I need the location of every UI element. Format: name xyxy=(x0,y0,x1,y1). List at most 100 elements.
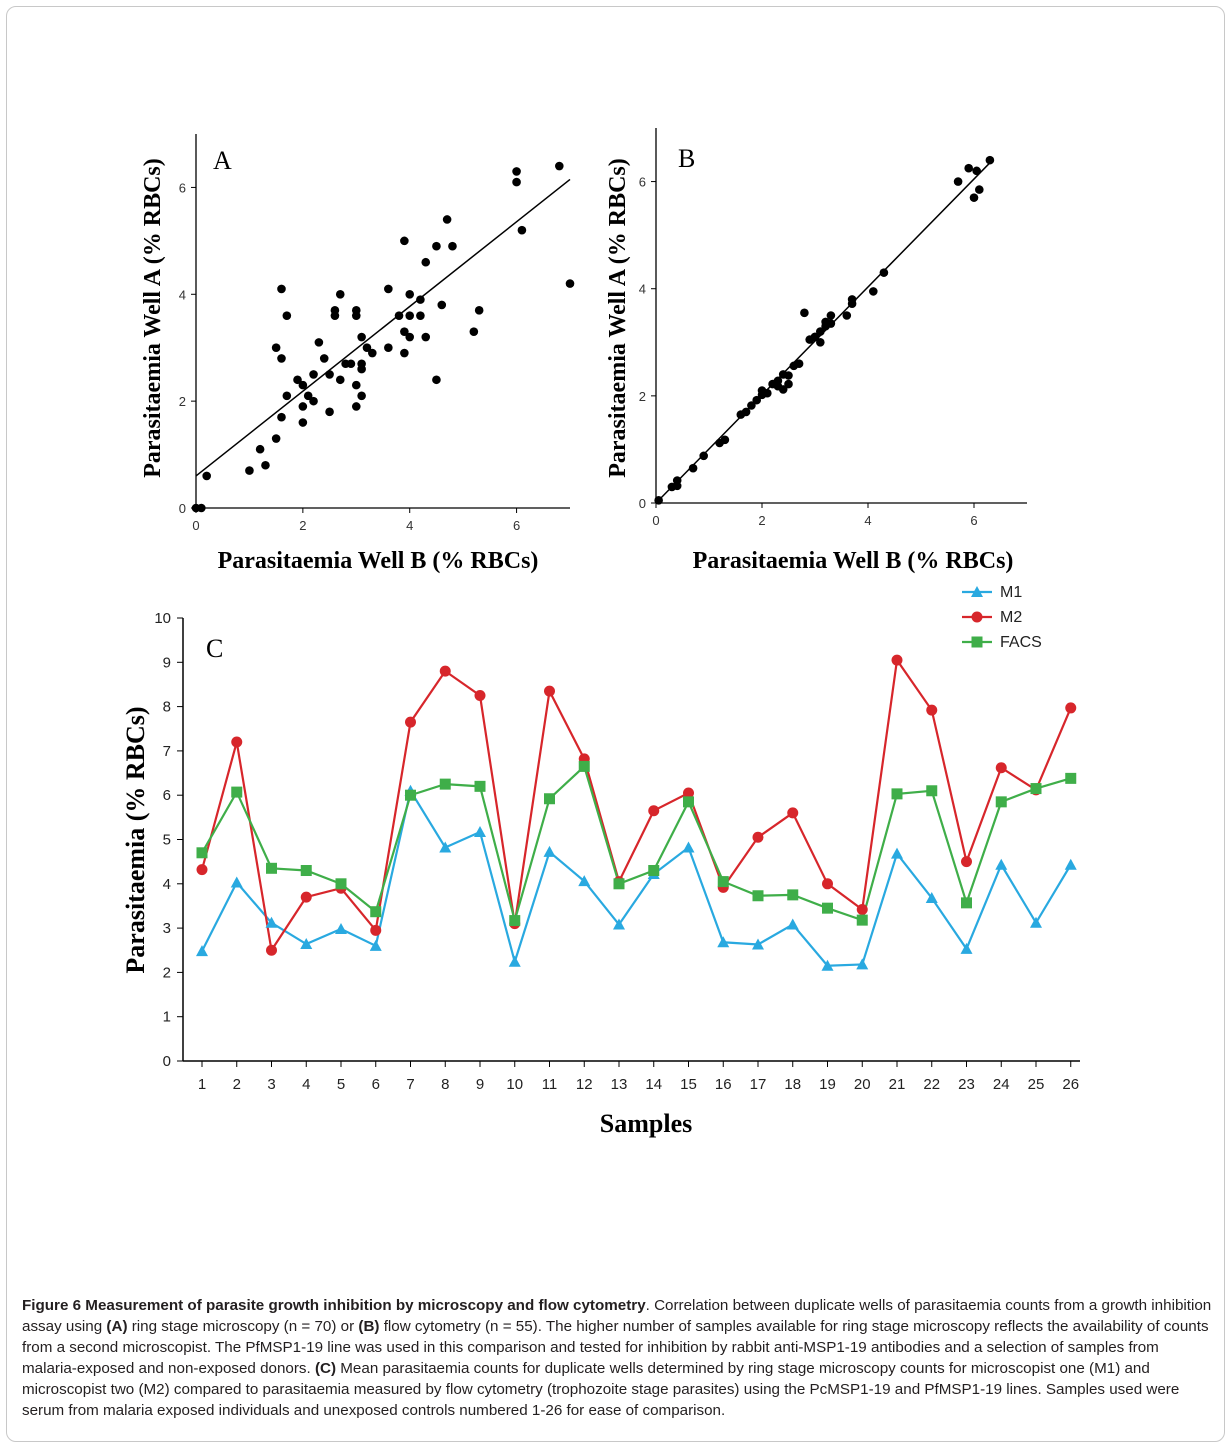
y-tick-label: 0 xyxy=(639,496,646,511)
x-tick-label: 10 xyxy=(506,1076,523,1093)
data-point xyxy=(720,435,730,445)
data-point xyxy=(512,167,521,176)
data-point xyxy=(448,241,457,251)
data-point xyxy=(405,332,415,342)
data-point-m1 xyxy=(856,958,869,970)
data-point xyxy=(752,395,761,405)
data-point xyxy=(351,380,361,390)
data-point xyxy=(298,402,308,411)
data-point xyxy=(985,155,995,165)
data-point xyxy=(763,388,772,398)
data-point-m1 xyxy=(891,847,903,859)
series-line-m2 xyxy=(200,657,1072,954)
data-point-facs xyxy=(196,847,208,859)
data-point-m1 xyxy=(960,942,973,954)
x-tick-label: 21 xyxy=(889,1076,906,1093)
line-chart-c: C Samples Parasitaemia (% RBCs) 01234567… xyxy=(121,584,1080,1138)
data-point xyxy=(816,337,825,347)
panel-label-a: A xyxy=(213,146,232,175)
data-point-m1 xyxy=(578,875,591,887)
data-point xyxy=(975,185,984,194)
data-point-m1 xyxy=(925,891,938,903)
data-point-m2 xyxy=(856,903,868,915)
y-axis-label-b: Parasitaemia Well A (% RBCs) xyxy=(605,158,631,478)
data-point xyxy=(416,311,425,320)
data-point-facs xyxy=(509,915,521,927)
data-point xyxy=(351,311,361,320)
data-point xyxy=(357,332,366,342)
data-point xyxy=(421,332,431,342)
data-point xyxy=(672,481,682,491)
data-point xyxy=(969,193,979,202)
y-tick-label: 2 xyxy=(163,964,171,981)
data-point xyxy=(964,163,973,173)
legend-label-facs: FACS xyxy=(1000,634,1042,651)
data-point-m2 xyxy=(544,685,555,697)
data-point xyxy=(255,444,265,454)
x-tick-label: 6 xyxy=(372,1076,380,1093)
x-tick-label: 11 xyxy=(542,1076,558,1093)
x-tick-label: 24 xyxy=(993,1076,1010,1093)
data-point-m1 xyxy=(682,841,695,853)
data-point xyxy=(325,370,334,379)
data-point xyxy=(741,407,751,417)
legend-label-m1: M1 xyxy=(1000,584,1022,601)
data-point xyxy=(432,375,441,385)
x-tick-label: 4 xyxy=(302,1076,310,1093)
data-point xyxy=(869,287,878,296)
x-tick-label: 2 xyxy=(299,518,306,533)
data-point-m1 xyxy=(439,841,452,853)
x-tick-label: 14 xyxy=(645,1076,662,1093)
scatter-chart-b: B Parasitaemia Well B (% RBCs) Parasitae… xyxy=(605,128,1027,574)
x-tick-label: 12 xyxy=(576,1076,593,1093)
data-point xyxy=(245,466,254,475)
caption-text-4: Mean parasitaemia counts for duplicate w… xyxy=(22,1360,1180,1419)
data-point xyxy=(517,225,527,235)
data-point-m1 xyxy=(300,938,313,950)
data-point-facs xyxy=(266,862,277,874)
panel-label-c: C xyxy=(206,634,223,663)
data-point xyxy=(271,343,281,353)
data-point xyxy=(357,359,366,369)
data-point-m2 xyxy=(1065,702,1077,714)
data-point-facs xyxy=(961,897,972,909)
data-point-facs xyxy=(971,636,983,648)
data-point xyxy=(474,306,484,315)
x-tick-label: 19 xyxy=(819,1076,836,1093)
data-point xyxy=(784,379,793,389)
x-tick-label: 17 xyxy=(750,1076,767,1093)
data-point xyxy=(319,354,329,363)
data-point xyxy=(335,375,345,385)
y-tick-label: 0 xyxy=(179,501,186,516)
data-point xyxy=(282,391,292,401)
data-point xyxy=(842,311,852,320)
data-point-m1 xyxy=(196,945,208,957)
data-point-facs xyxy=(717,876,729,888)
data-point xyxy=(826,319,836,328)
x-tick-label: 2 xyxy=(233,1076,241,1093)
data-point-facs xyxy=(856,914,868,926)
x-tick-label: 16 xyxy=(715,1076,732,1093)
data-point xyxy=(197,503,206,513)
legend-label-m2: M2 xyxy=(1000,609,1022,626)
data-point xyxy=(747,401,756,410)
data-point xyxy=(277,412,286,422)
data-point xyxy=(773,376,783,386)
caption-title: Figure 6 Measurement of parasite growth … xyxy=(22,1297,646,1314)
data-point-m1 xyxy=(1064,858,1077,870)
data-point xyxy=(309,396,318,406)
caption-ref-b: (B) xyxy=(358,1318,380,1335)
x-tick-label: 15 xyxy=(680,1076,697,1093)
data-point xyxy=(442,215,452,224)
data-point-facs xyxy=(822,902,833,914)
data-point xyxy=(847,295,857,304)
x-axis-label-b: Parasitaemia Well B (% RBCs) xyxy=(693,548,1014,574)
x-tick-label: 20 xyxy=(854,1076,871,1093)
data-point-m2 xyxy=(787,807,799,819)
data-point-m1 xyxy=(717,936,730,948)
data-point xyxy=(325,407,334,417)
data-point xyxy=(699,451,708,461)
figure-caption: Figure 6 Measurement of parasite growth … xyxy=(22,1295,1212,1421)
series-line-facs xyxy=(201,764,1072,925)
data-point xyxy=(394,311,404,320)
